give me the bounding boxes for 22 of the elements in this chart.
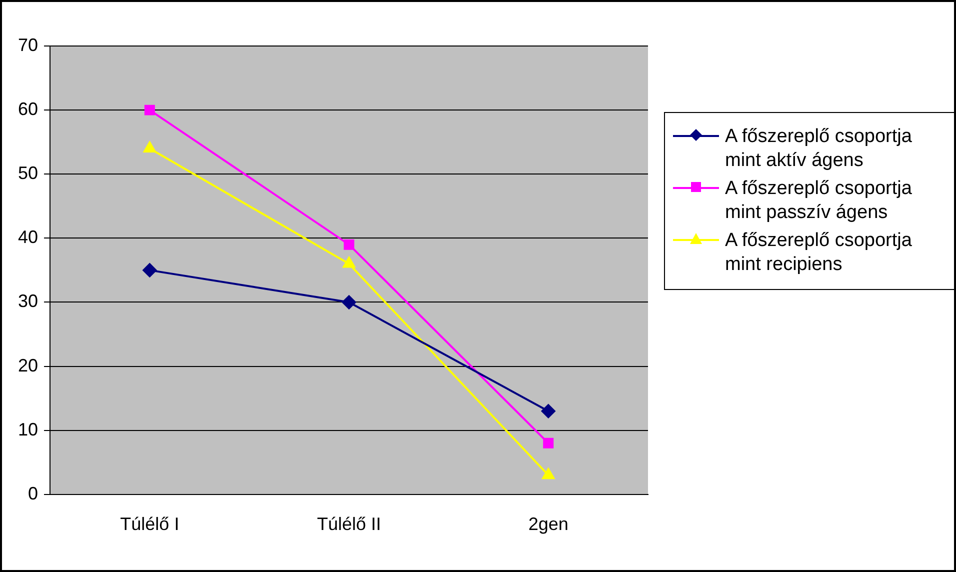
y-tick-label: 30 [18, 291, 38, 312]
y-tick-label: 70 [18, 34, 38, 55]
x-tick-label: Túlélő I [120, 514, 180, 534]
legend-label: A főszereplő csoportja mint passzív ágens [725, 177, 913, 225]
point [543, 438, 554, 448]
point [142, 263, 157, 278]
point [342, 295, 356, 310]
y-tick-label: 0 [28, 483, 38, 504]
y-tick-label: 20 [18, 355, 38, 376]
y-tick-label: 60 [18, 99, 38, 120]
x-tick-label: Túlélő II [316, 514, 382, 534]
point [541, 404, 556, 418]
y-tick-label: 40 [18, 227, 38, 248]
point [344, 239, 354, 250]
legend-label: A főszereplő csoportja mint aktív ágens [725, 125, 913, 173]
legend-label: A főszereplő csoportja mint recipiens [725, 229, 913, 277]
y-tick-label: 50 [18, 163, 38, 184]
point [542, 468, 555, 480]
x-tick-label: 2gen [528, 514, 568, 534]
point [342, 256, 356, 268]
y-tick-label: 10 [18, 419, 38, 440]
point [144, 104, 155, 116]
